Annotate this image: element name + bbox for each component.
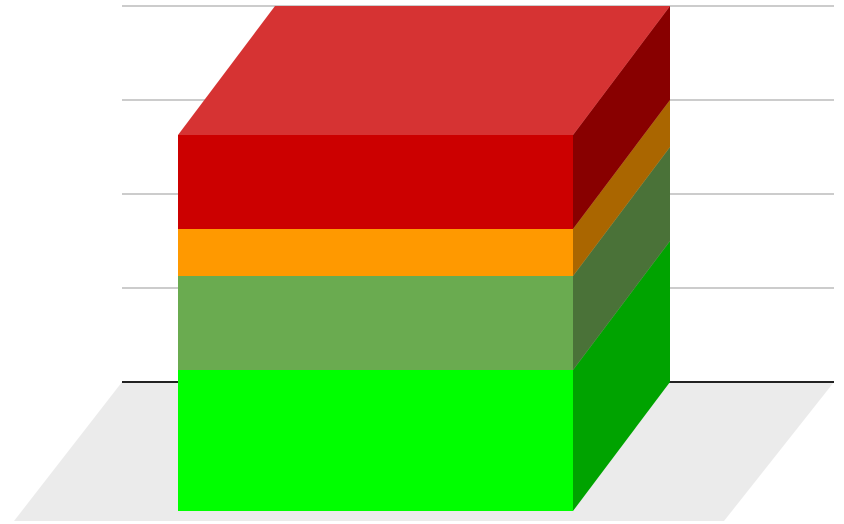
bar-segment-side: [573, 100, 670, 276]
bar-segment-front: [178, 135, 573, 229]
bar-segment-side: [573, 147, 670, 370]
bar-segment-front: [178, 229, 573, 276]
stack-segment: [178, 147, 670, 370]
bar-segment-side: [573, 6, 670, 229]
bar-segment-side: [573, 241, 670, 511]
stack-segment: [178, 100, 670, 276]
chart-bar-layer: [178, 6, 670, 511]
bar-segment-top: [178, 6, 670, 135]
stack-segment: [178, 241, 670, 511]
stack-segment: [178, 6, 670, 229]
bar-segment-front: [178, 370, 573, 511]
bar-segment-front: [178, 276, 573, 370]
